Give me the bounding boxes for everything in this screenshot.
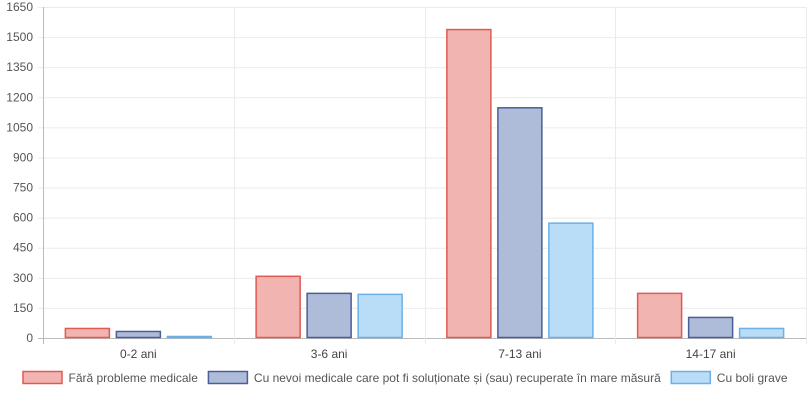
x-tick-label: 7-13 ani: [498, 347, 541, 361]
y-tick-label: 750: [13, 181, 33, 195]
bar[interactable]: [357, 293, 403, 339]
bar[interactable]: [166, 335, 213, 339]
y-tick-label: 150: [13, 301, 33, 315]
bars: [64, 28, 785, 339]
x-tick-label: 14-17 ani: [686, 347, 736, 361]
bar[interactable]: [548, 222, 594, 339]
legend-item[interactable]: Cu nevoi medicale care pot fi soluționat…: [207, 370, 661, 385]
bar[interactable]: [64, 327, 111, 339]
grid: [38, 7, 807, 344]
bar[interactable]: [636, 292, 683, 339]
legend-label: Cu boli grave: [717, 371, 788, 385]
legend: Fără probleme medicale Cu nevoi medicale …: [22, 370, 788, 385]
y-tick-label: 900: [13, 150, 33, 164]
x-tick-label: 0-2 ani: [120, 347, 157, 361]
bar[interactable]: [687, 316, 734, 339]
legend-swatch: [207, 370, 249, 385]
y-tick-label: 1050: [6, 120, 33, 134]
axes: 0 150 300 450 600 750 900 1050 1200 1350 1500 1650 0…: [6, 0, 735, 361]
legend-label: Fără probleme medicale: [69, 371, 199, 385]
y-tick-label: 450: [13, 241, 33, 255]
bar[interactable]: [255, 275, 301, 339]
legend-swatch: [22, 370, 63, 385]
legend-item[interactable]: Fără probleme medicale: [22, 370, 199, 385]
bar[interactable]: [115, 330, 162, 339]
x-tick-label: 3-6 ani: [311, 347, 348, 361]
legend-label: Cu nevoi medicale care pot fi soluționat…: [254, 371, 661, 385]
bar[interactable]: [306, 292, 352, 339]
y-tick-label: 0: [26, 331, 33, 345]
y-tick-label: 1200: [6, 90, 33, 104]
bar[interactable]: [738, 327, 785, 339]
y-tick-label: 1650: [6, 0, 33, 14]
bar[interactable]: [446, 28, 492, 339]
y-tick-label: 600: [13, 211, 33, 225]
bar[interactable]: [497, 107, 543, 339]
y-tick-label: 300: [13, 271, 33, 285]
y-tick-label: 1500: [6, 30, 33, 44]
legend-item[interactable]: Cu boli grave: [670, 370, 788, 385]
legend-swatch: [670, 370, 712, 385]
y-tick-label: 1350: [6, 60, 33, 74]
